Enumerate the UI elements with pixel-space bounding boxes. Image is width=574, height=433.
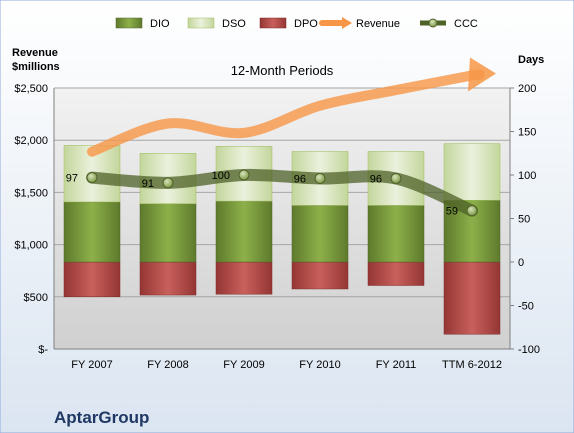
- right-tick-label: 200: [518, 83, 536, 95]
- dpo-bar: [291, 261, 349, 290]
- revenue-arrowhead: [468, 57, 496, 92]
- left-axis-title-line1: Revenue: [12, 47, 58, 59]
- company-name: AptarGroup: [54, 408, 149, 427]
- ccc-data-label: 96: [370, 173, 382, 185]
- right-tick-label: -50: [518, 301, 534, 313]
- ccc-point: [162, 177, 174, 189]
- dio-bar: [367, 205, 425, 263]
- dio-bar: [215, 200, 273, 263]
- left-tick-label: $500: [24, 292, 48, 304]
- category-label: FY 2008: [147, 359, 188, 371]
- ccc-data-label: 100: [212, 170, 230, 182]
- legend-swatch-dso: [187, 17, 215, 29]
- right-tick-label: 100: [518, 170, 536, 182]
- ccc-data-label: 97: [66, 173, 78, 185]
- legend-label: CCC: [454, 18, 478, 30]
- ccc-point: [390, 172, 402, 184]
- dio-bar: [291, 205, 349, 263]
- right-tick-label: 0: [518, 257, 524, 269]
- legend-swatch-revenue-arrow: [342, 17, 352, 29]
- ccc-data-label: 91: [142, 178, 154, 190]
- dio-bar: [63, 201, 121, 263]
- left-tick-label: $2,500: [14, 83, 48, 95]
- dpo-bar: [215, 261, 273, 295]
- legend-label: Revenue: [356, 18, 400, 30]
- dpo-bar: [367, 261, 425, 286]
- bars: [63, 143, 501, 335]
- dpo-bar: [63, 261, 121, 298]
- axes: $- $500 $1,000 $1,500 $2,000 $2,500 -100 -50 0 50…: [14, 83, 540, 371]
- category-label: FY 2010: [299, 359, 340, 371]
- category-label: FY 2007: [71, 359, 112, 371]
- category-label: FY 2009: [223, 359, 264, 371]
- legend-label: DIO: [150, 18, 170, 30]
- lines: 97 91 100 96 96 59: [66, 57, 496, 218]
- dpo-bar: [443, 261, 501, 335]
- right-tick-label: 150: [518, 127, 536, 139]
- ccc-point: [314, 172, 326, 184]
- ccc-point: [86, 172, 98, 184]
- left-tick-label: $2,000: [14, 135, 48, 147]
- left-tick-label: $1,500: [14, 187, 48, 199]
- category-label: FY 2011: [376, 359, 417, 371]
- right-axis-title: Days: [518, 54, 544, 66]
- legend-swatch-dio: [115, 17, 143, 29]
- ccc-line: [86, 168, 478, 217]
- left-axis-title-line2: $millions: [12, 61, 60, 73]
- left-tick-label: $1,000: [14, 240, 48, 252]
- plot-area: [54, 88, 510, 349]
- ccc-point: [466, 205, 478, 217]
- right-tick-label: -100: [518, 344, 540, 356]
- category-label: TTM 6-2012: [442, 359, 502, 371]
- dso-bar: [443, 143, 501, 201]
- chart-subtitle: 12-Month Periods: [231, 63, 334, 78]
- dpo-bar: [139, 261, 197, 296]
- legend-swatch-dpo: [259, 17, 287, 29]
- legend-label: DPO: [294, 18, 318, 30]
- right-tick-label: 50: [518, 214, 530, 226]
- legend-swatch-ccc-dot: [428, 18, 438, 28]
- ccc-point: [238, 169, 250, 181]
- legend: DIO DSO DPO Revenue CCC: [115, 17, 478, 30]
- ccc-data-label: 59: [446, 206, 458, 218]
- ccc-data-label: 96: [294, 173, 306, 185]
- legend-label: DSO: [222, 18, 246, 30]
- left-tick-label: $-: [38, 344, 48, 356]
- dio-bar: [139, 203, 197, 263]
